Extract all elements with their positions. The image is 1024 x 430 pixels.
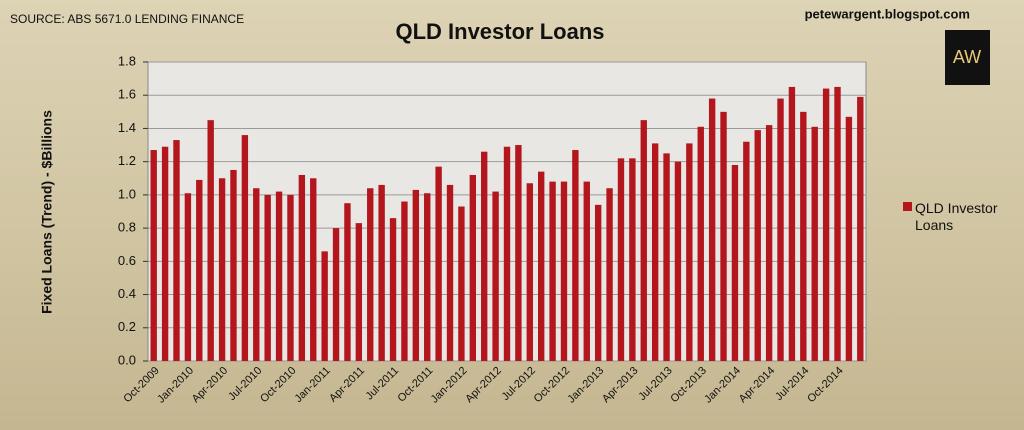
bar: [367, 188, 374, 361]
y-tick-label: 0.2: [118, 319, 136, 334]
bar: [583, 181, 590, 361]
bar: [264, 194, 271, 361]
bar: [606, 188, 613, 361]
bar: [481, 151, 488, 361]
bar: [834, 86, 841, 362]
bar: [503, 146, 511, 361]
x-tick-label: Oct-2014: [805, 365, 845, 405]
bar: [515, 145, 522, 361]
y-tick-label: 1.0: [118, 186, 136, 201]
bar: [401, 201, 408, 361]
bar: [287, 194, 294, 361]
y-tick-label: 1.2: [118, 153, 136, 168]
bar: [617, 158, 625, 361]
bar: [344, 203, 351, 361]
bar: [424, 193, 431, 361]
x-tick-label: Apr-2014: [737, 365, 777, 405]
bar: [230, 169, 237, 361]
bar: [777, 98, 784, 362]
legend-swatch: [903, 202, 912, 211]
bar: [537, 171, 545, 361]
bar: [629, 158, 636, 361]
bar: [196, 179, 203, 361]
x-tick-label: Jan-2012: [429, 365, 470, 406]
bar: [446, 184, 454, 361]
bar: [412, 189, 420, 361]
bar: [857, 96, 864, 361]
bar: [241, 135, 249, 361]
source: SOURCE: ABS 5671.0 LENDING FINANCE: [10, 12, 244, 26]
x-tick-label: Apr-2013: [600, 365, 640, 405]
bar: [788, 86, 796, 362]
bar: [298, 174, 306, 361]
bar: [492, 191, 499, 361]
bar: [458, 206, 465, 361]
bar: [184, 193, 192, 361]
bar: [720, 111, 727, 361]
bar: [708, 98, 716, 362]
x-tick-label: Apr-2011: [327, 365, 367, 405]
bar: [743, 141, 750, 361]
bar: [686, 143, 693, 361]
bar: [640, 120, 647, 361]
bar: [161, 146, 169, 361]
bar: [469, 174, 477, 361]
legend-label: QLD Investor Loans: [915, 200, 998, 233]
bar: [378, 184, 385, 361]
y-tick-label: 0.8: [118, 220, 136, 235]
bar: [731, 164, 739, 361]
bar: [560, 181, 568, 361]
bar: [674, 161, 682, 361]
x-tick-label: Oct-2010: [258, 365, 298, 405]
x-tick-label: Jan-2014: [702, 365, 743, 406]
bar: [275, 191, 283, 361]
y-tick-label: 0.4: [118, 286, 136, 301]
bar: [310, 178, 317, 361]
bar: [651, 143, 659, 361]
y-tick-label: 1.6: [118, 87, 136, 102]
bar: [150, 150, 157, 361]
logo-box: [945, 30, 990, 85]
bar: [435, 166, 442, 361]
bar: [663, 153, 670, 361]
bar: [811, 126, 818, 362]
bar: [321, 251, 328, 361]
bar: [549, 181, 556, 361]
bar: [594, 204, 602, 361]
bar: [355, 223, 363, 361]
bar: [526, 183, 533, 361]
bar: [822, 88, 830, 362]
bar: [173, 140, 180, 361]
bar: [572, 150, 579, 361]
y-tick-label: 1.8: [118, 53, 136, 68]
bar: [697, 126, 704, 362]
x-tick-label: Apr-2012: [463, 365, 503, 405]
x-tick-label: Jan-2011: [292, 365, 332, 405]
bar: [332, 228, 340, 361]
bar: [845, 116, 853, 361]
y-tick-label: 1.4: [118, 120, 136, 135]
bar: [207, 120, 214, 361]
x-tick-label: Apr-2010: [190, 365, 230, 405]
bar: [253, 188, 260, 361]
x-tick-label: Jan-2013: [565, 365, 606, 406]
bar: [765, 125, 773, 361]
bar: [389, 218, 397, 361]
bar: [800, 111, 807, 361]
y-tick-label: 0.0: [118, 352, 136, 367]
y-axis-label: Fixed Loans (Trend) - $Billions: [39, 110, 55, 314]
site: petewargent.blogspot.com: [805, 6, 970, 21]
chart-title: QLD Investor Loans: [395, 19, 604, 44]
bar: [218, 178, 226, 361]
logo: AW: [953, 47, 981, 67]
bar: [754, 130, 761, 361]
y-tick-label: 0.6: [118, 253, 136, 268]
x-tick-label: Jan-2010: [155, 365, 196, 406]
